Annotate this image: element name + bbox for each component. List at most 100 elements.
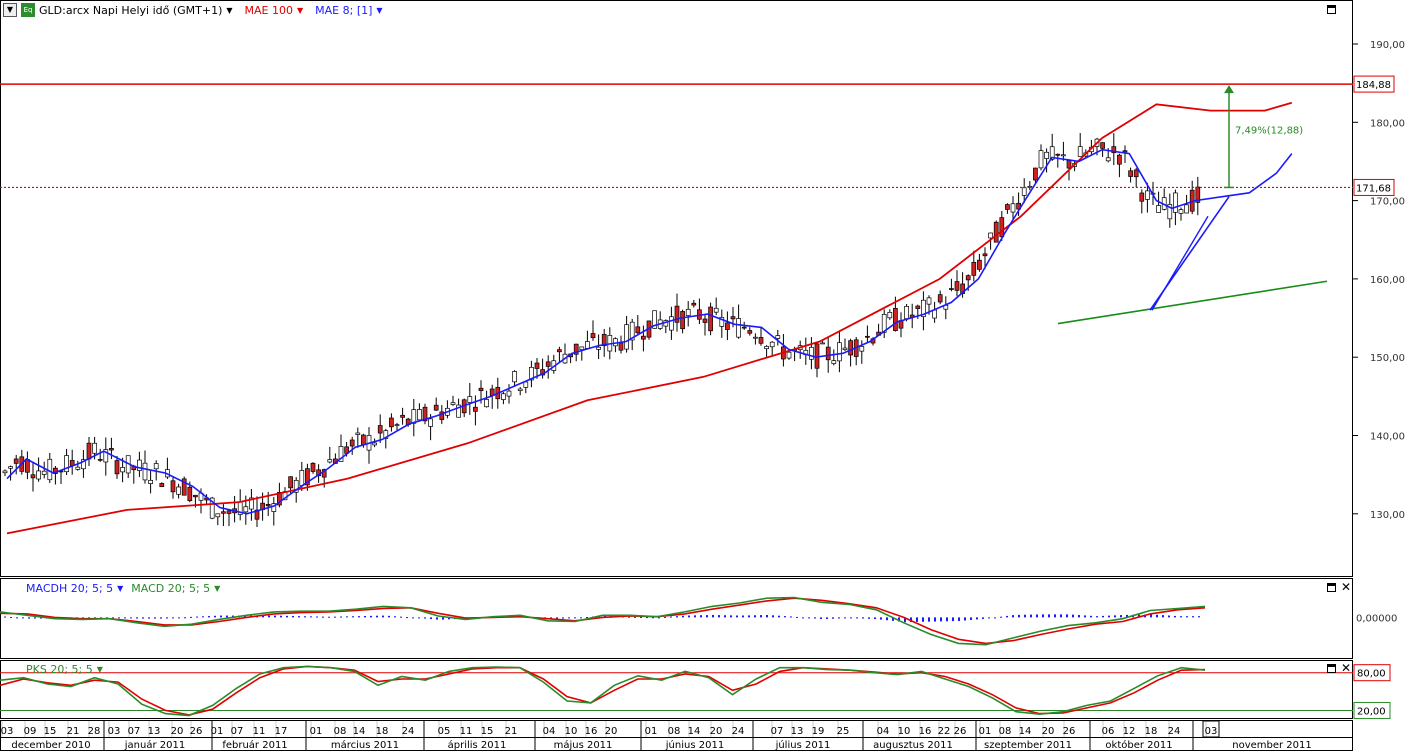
- macd-hist-bar: [94, 617, 96, 619]
- macd-hist-bar: [10, 617, 12, 619]
- macdh-dropdown-icon[interactable]: ▼: [117, 583, 124, 593]
- close-macd-icon[interactable]: ✕: [1341, 580, 1352, 594]
- macd-hist-bar: [358, 616, 360, 618]
- candle-body: [114, 460, 120, 475]
- macd-hist-bar: [1084, 615, 1086, 618]
- day-tick-label: 19: [812, 726, 825, 737]
- mae100-dropdown-icon[interactable]: ▼: [297, 5, 304, 15]
- mae100-label[interactable]: MAE 100: [244, 3, 293, 17]
- macd-hist-bar: [1012, 615, 1014, 618]
- pks-panel[interactable]: [0, 660, 1353, 719]
- mae8-label[interactable]: MAE 8; [1]: [315, 3, 373, 17]
- candle-body: [1066, 160, 1072, 169]
- candle-body: [601, 334, 607, 347]
- pks-label[interactable]: PKS 20; 5; 5: [26, 662, 93, 676]
- macd-hist-bar: [1066, 614, 1068, 618]
- macd-hist-bar: [1096, 616, 1098, 618]
- macd-hist-bar: [676, 616, 678, 618]
- candle-body: [954, 281, 960, 291]
- candle-body: [988, 232, 993, 239]
- day-tick-label: 18: [376, 726, 389, 737]
- symbol-dropdown-icon[interactable]: ▼: [226, 5, 233, 15]
- macd-label[interactable]: MACD 20; 5; 5: [131, 581, 211, 595]
- candle-body: [859, 346, 865, 352]
- candle-body: [1173, 192, 1178, 213]
- price-panel[interactable]: [0, 0, 1353, 577]
- macd-hist-bar: [286, 615, 288, 618]
- candle-body: [338, 446, 344, 462]
- macd-hist-bar: [574, 617, 576, 619]
- month-label: augusztus 2011: [873, 740, 953, 751]
- price-tick-label: 140,00: [1370, 432, 1405, 443]
- candle-body: [949, 288, 954, 290]
- month-label: december 2010: [11, 740, 90, 751]
- candle-body: [573, 343, 579, 355]
- pks-level-box: [1353, 664, 1391, 682]
- macd-hist-bar: [1000, 616, 1002, 618]
- macd-dropdown-icon[interactable]: ▼: [214, 583, 221, 593]
- candle-body: [764, 346, 769, 350]
- macd-hist-bar: [898, 617, 900, 622]
- symbol-label[interactable]: GLD:arcx Napi Helyi idő (GMT+1): [39, 3, 223, 17]
- macd-hist-bar: [850, 617, 852, 619]
- maximize-pks-icon[interactable]: [1327, 664, 1336, 673]
- resistance-level-label-box: [1353, 75, 1395, 93]
- macd-hist-bar: [760, 615, 762, 618]
- macd-hist-bar: [262, 615, 264, 618]
- menu-dropdown-icon[interactable]: ▼: [3, 3, 17, 17]
- close-pks-icon[interactable]: ✕: [1341, 661, 1352, 675]
- candle-body: [1111, 146, 1117, 154]
- candle-body: [1044, 151, 1049, 159]
- day-tick-label: 28: [88, 726, 101, 737]
- candle-body: [545, 361, 551, 367]
- candle-body: [394, 424, 400, 427]
- candle-body: [529, 366, 534, 381]
- day-tick-label: 09: [24, 726, 37, 737]
- candle-body: [887, 312, 893, 319]
- candle-body: [293, 480, 299, 493]
- candle-body: [736, 318, 741, 338]
- day-tick-label: 24: [1168, 726, 1181, 737]
- macd-hist-bar: [226, 615, 228, 618]
- day-tick-label: 22: [938, 726, 951, 737]
- macdh-label[interactable]: MACDH 20; 5; 5: [26, 581, 114, 595]
- macd-hist-bar: [652, 617, 654, 619]
- candles: [2, 133, 1201, 528]
- macd-hist-bar: [820, 617, 822, 620]
- macd-hist-bar: [796, 616, 798, 618]
- candle-body: [215, 513, 221, 518]
- mae8-dropdown-icon[interactable]: ▼: [376, 5, 383, 15]
- current-level-label: 171,68: [1356, 183, 1391, 194]
- macd-hist-bar: [1168, 615, 1170, 618]
- candle-body: [36, 470, 41, 480]
- pks-dropdown-icon[interactable]: ▼: [96, 664, 103, 674]
- day-tick-label: 01: [979, 726, 992, 737]
- candle-body: [8, 466, 13, 469]
- macd-hist-bar: [1126, 614, 1128, 618]
- macd-hist-bar: [1048, 614, 1050, 618]
- price-tick-label: 150,00: [1370, 353, 1405, 364]
- month-label: január 2011: [124, 739, 185, 751]
- macd-hist-bar: [1186, 616, 1188, 618]
- candle-body: [893, 307, 898, 331]
- macd-hist-bar: [394, 616, 396, 618]
- candle-body: [103, 449, 109, 463]
- candle-body: [680, 311, 685, 330]
- candle-body: [730, 316, 736, 320]
- candle-body: [685, 308, 691, 316]
- candle-body: [691, 302, 697, 306]
- maximize-macd-icon[interactable]: [1327, 583, 1336, 592]
- macd-hist-bar: [340, 616, 342, 618]
- macd-hist-bar: [832, 617, 834, 619]
- candle-body: [825, 346, 831, 361]
- month-label: október 2011: [1105, 739, 1172, 751]
- day-tick-label: 12: [1123, 726, 1136, 737]
- measure-arrow-head: [1224, 85, 1234, 94]
- candle-body: [1139, 192, 1145, 202]
- measure-label: 7,49%(12,88): [1235, 125, 1303, 136]
- day-tick-label: 15: [481, 726, 494, 737]
- day-tick-label: 04: [543, 726, 556, 737]
- macd-hist-bar: [748, 615, 750, 618]
- macd-hist-bar: [1018, 614, 1020, 618]
- maximize-price-icon[interactable]: [1327, 5, 1336, 14]
